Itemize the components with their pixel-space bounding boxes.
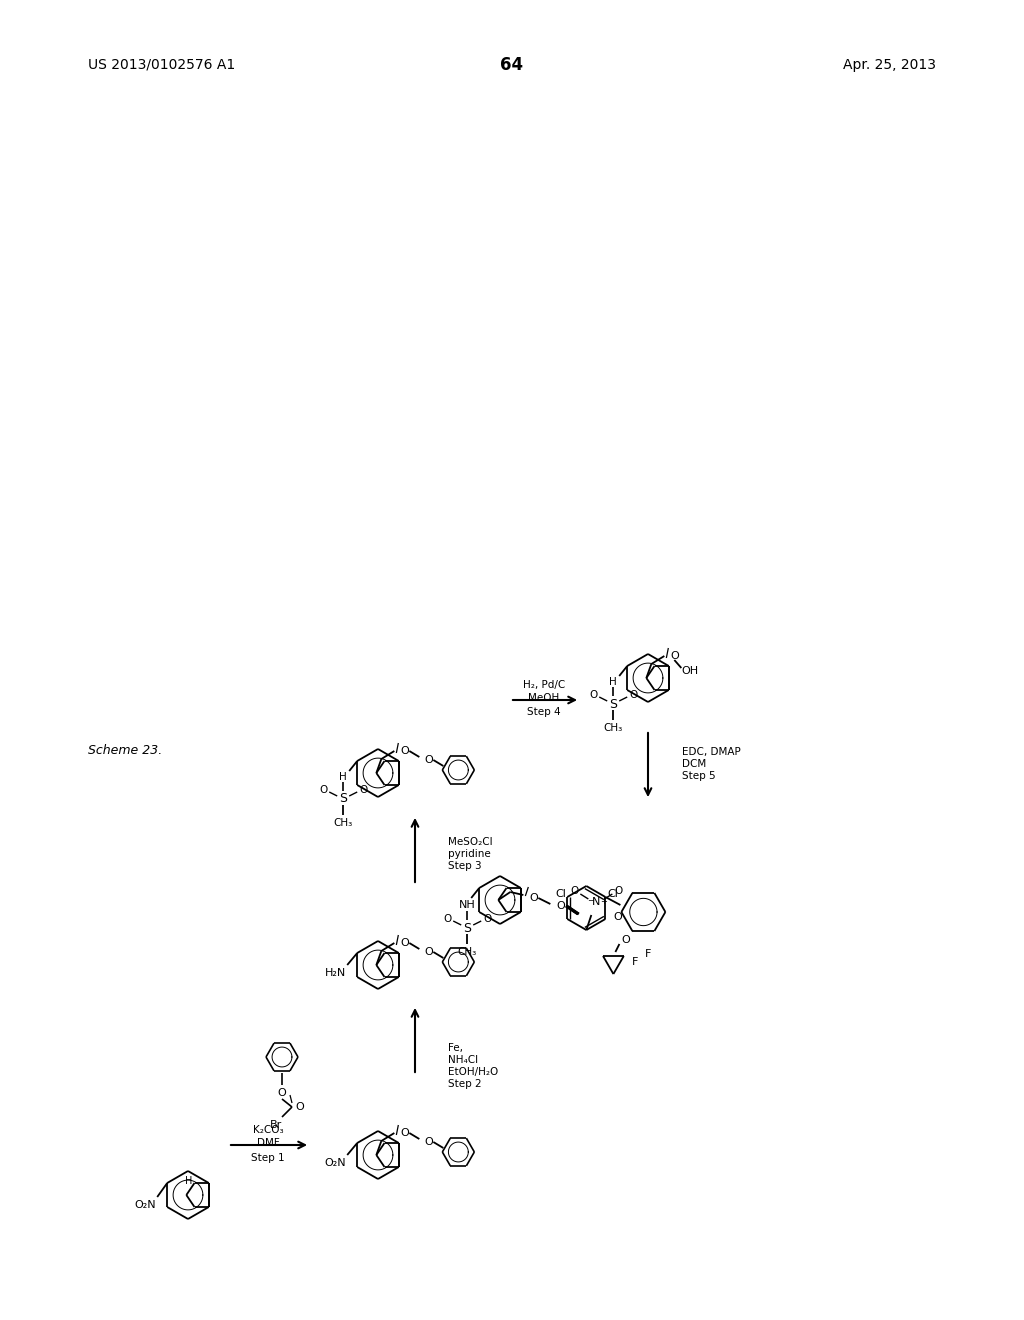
Text: H₂, Pd/C: H₂, Pd/C (523, 680, 565, 690)
Text: F: F (632, 957, 639, 968)
Text: Step 1: Step 1 (251, 1152, 285, 1163)
Text: O: O (319, 785, 328, 795)
Text: Cl: Cl (607, 888, 617, 899)
Text: O: O (589, 690, 597, 700)
Text: O: O (400, 1129, 409, 1138)
Text: O: O (424, 1137, 433, 1147)
Text: OH: OH (682, 667, 699, 676)
Text: DMF: DMF (257, 1138, 280, 1148)
Text: S: S (609, 697, 617, 710)
Text: DCM: DCM (682, 759, 707, 770)
Text: Cl: Cl (555, 888, 566, 899)
Text: O: O (400, 939, 409, 948)
Text: O: O (629, 690, 637, 700)
Text: O: O (424, 946, 433, 957)
Text: pyridine: pyridine (449, 849, 490, 859)
Text: S: S (339, 792, 347, 805)
Text: CH₃: CH₃ (458, 946, 477, 957)
Text: US 2013/0102576 A1: US 2013/0102576 A1 (88, 58, 236, 73)
Text: Step 4: Step 4 (527, 708, 561, 717)
Text: O: O (621, 935, 630, 945)
Text: Step 3: Step 3 (449, 861, 481, 871)
Text: −: − (588, 896, 594, 906)
Text: NH₄Cl: NH₄Cl (449, 1055, 478, 1065)
Text: Step 2: Step 2 (449, 1078, 481, 1089)
Text: MeOH: MeOH (528, 693, 560, 704)
Text: O: O (556, 902, 564, 911)
Text: 64: 64 (501, 55, 523, 74)
Text: Br: Br (270, 1119, 283, 1130)
Text: O: O (359, 785, 368, 795)
Text: H: H (184, 1176, 193, 1185)
Text: O: O (424, 755, 433, 766)
Text: CH₃: CH₃ (334, 818, 353, 828)
Text: H₂N: H₂N (325, 968, 346, 978)
Text: O: O (614, 886, 623, 896)
Text: O₂N: O₂N (134, 1200, 156, 1210)
Text: O: O (613, 912, 622, 921)
Text: O: O (296, 1102, 304, 1111)
Text: Scheme 23.: Scheme 23. (88, 743, 162, 756)
Text: K₂CO₃: K₂CO₃ (253, 1125, 284, 1135)
Text: NH: NH (459, 900, 475, 909)
Text: H: H (339, 772, 347, 781)
Text: S: S (463, 921, 471, 935)
Text: +: + (600, 896, 607, 906)
Text: Step 5: Step 5 (682, 771, 716, 781)
Text: F: F (645, 949, 651, 960)
Text: N: N (592, 898, 600, 907)
Text: O: O (443, 913, 452, 924)
Text: O: O (529, 894, 538, 903)
Text: O: O (670, 651, 679, 661)
Text: O: O (278, 1088, 287, 1098)
Text: EDC, DMAP: EDC, DMAP (682, 747, 740, 756)
Text: O₂N: O₂N (325, 1158, 346, 1168)
Text: Apr. 25, 2013: Apr. 25, 2013 (843, 58, 936, 73)
Text: O: O (570, 886, 579, 896)
Text: Fe,: Fe, (449, 1043, 463, 1053)
Text: MeSO₂Cl: MeSO₂Cl (449, 837, 493, 847)
Text: H: H (609, 677, 617, 686)
Text: EtOH/H₂O: EtOH/H₂O (449, 1067, 499, 1077)
Text: O: O (483, 913, 492, 924)
Text: CH₃: CH₃ (603, 723, 623, 733)
Text: O: O (400, 746, 409, 756)
